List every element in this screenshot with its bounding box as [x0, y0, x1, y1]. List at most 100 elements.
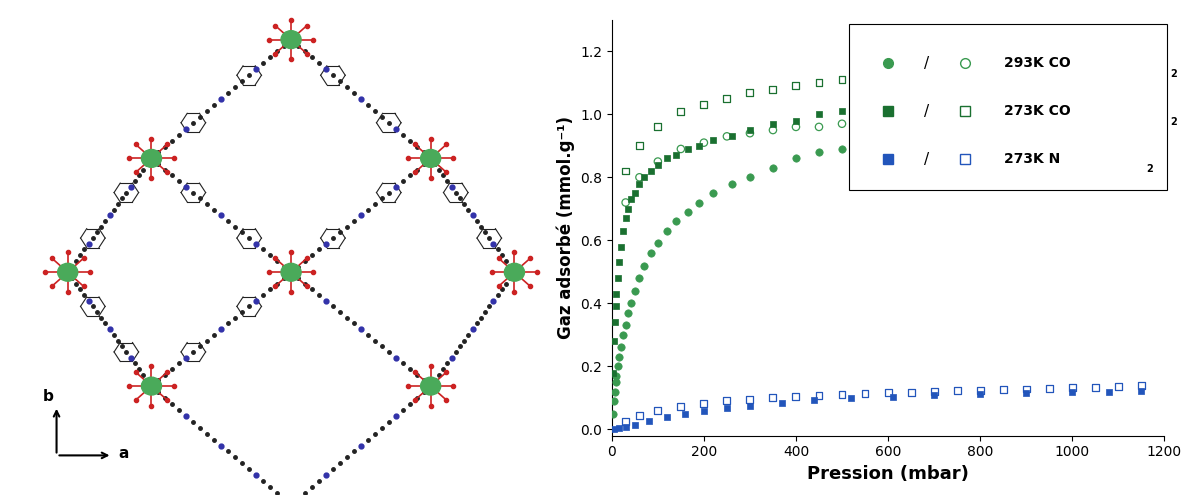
Point — [878, 120, 898, 128]
Point — [948, 113, 967, 121]
Point — [625, 287, 644, 295]
Point — [678, 208, 697, 216]
Point — [609, 424, 628, 432]
Point — [1026, 79, 1045, 87]
Text: 2: 2 — [1146, 164, 1154, 175]
Point — [833, 145, 852, 153]
Point — [988, 123, 1007, 131]
Point — [833, 391, 852, 398]
Point — [612, 344, 631, 351]
Point — [860, 139, 879, 147]
Point — [1062, 388, 1081, 396]
Point — [605, 388, 624, 396]
Point — [630, 274, 649, 282]
Point — [718, 95, 737, 102]
Point — [694, 407, 713, 415]
Point — [649, 406, 668, 414]
Point — [639, 417, 658, 425]
Point — [617, 321, 636, 329]
Point — [855, 120, 874, 128]
Point — [666, 217, 685, 225]
Point — [786, 123, 805, 131]
Point — [649, 161, 668, 169]
Point — [703, 136, 722, 144]
Point — [718, 404, 737, 412]
Point — [1132, 387, 1151, 395]
Point — [605, 337, 624, 345]
Point — [1026, 120, 1045, 128]
Point — [993, 113, 1012, 121]
Point — [605, 318, 624, 326]
Point — [606, 378, 625, 386]
Point — [878, 69, 898, 77]
Circle shape — [421, 149, 441, 167]
Point — [614, 227, 633, 235]
Point — [988, 82, 1007, 90]
Point — [809, 110, 828, 118]
Point — [740, 88, 759, 96]
Point — [630, 142, 649, 150]
Text: 273K N: 273K N — [1004, 152, 1060, 166]
Point — [924, 66, 943, 74]
Point — [671, 145, 690, 153]
Point — [1086, 383, 1105, 391]
Circle shape — [141, 149, 162, 167]
Point — [953, 88, 972, 96]
Point — [604, 409, 623, 417]
Text: 273K CO: 273K CO — [1004, 104, 1070, 118]
Point — [971, 390, 990, 398]
Point — [948, 63, 967, 71]
Point — [786, 154, 805, 162]
Text: a: a — [118, 446, 128, 461]
Point — [621, 196, 640, 203]
Point — [1062, 53, 1081, 61]
Point — [902, 117, 921, 125]
Point — [671, 107, 690, 115]
Point — [883, 393, 902, 400]
Text: b: b — [43, 389, 53, 404]
Point — [1132, 382, 1151, 390]
Circle shape — [58, 263, 77, 281]
Point — [833, 76, 852, 84]
Text: /: / — [924, 151, 929, 167]
Point — [634, 261, 653, 269]
Point — [786, 393, 805, 401]
Point — [887, 136, 906, 144]
Point — [740, 173, 759, 181]
Point — [855, 390, 874, 397]
Point — [690, 142, 709, 150]
Text: 293K CO: 293K CO — [1004, 56, 1070, 70]
Point — [887, 98, 906, 105]
Point — [1108, 383, 1127, 391]
Point — [658, 413, 677, 421]
Point — [1100, 388, 1119, 396]
Point — [924, 392, 943, 399]
Point — [607, 290, 626, 298]
Point — [607, 372, 626, 380]
Point — [722, 132, 741, 140]
Point — [764, 126, 783, 134]
Point — [740, 395, 759, 403]
Point — [722, 180, 741, 188]
Point — [642, 249, 661, 257]
Point — [694, 399, 713, 407]
Point — [809, 392, 828, 399]
Circle shape — [421, 377, 441, 395]
Point — [604, 369, 623, 377]
Point — [658, 227, 677, 235]
Point — [694, 101, 713, 109]
Point — [630, 173, 649, 181]
Point — [1040, 113, 1059, 121]
Point — [924, 388, 943, 396]
Text: 2: 2 — [1170, 69, 1177, 79]
Point — [772, 398, 791, 406]
Point — [902, 388, 921, 396]
Point — [740, 129, 759, 137]
Point — [841, 395, 860, 402]
Point — [666, 151, 685, 159]
Point — [619, 309, 638, 317]
Text: /: / — [924, 56, 929, 71]
Point — [971, 386, 990, 394]
Point — [630, 411, 649, 419]
Point — [634, 173, 653, 181]
